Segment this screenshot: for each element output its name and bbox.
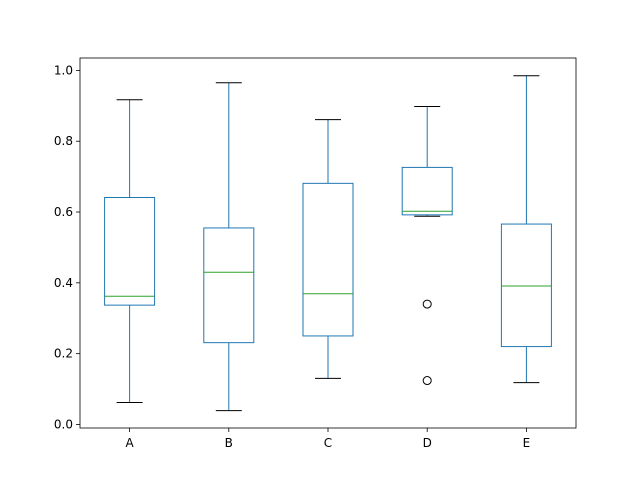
plot-frame xyxy=(79,57,577,429)
x-tick-label: E xyxy=(523,436,531,450)
y-tick-label: 0.4 xyxy=(54,276,73,290)
box-group-E xyxy=(500,75,552,384)
boxes-layer xyxy=(104,75,552,412)
box-iqr xyxy=(401,166,453,216)
x-axis: A B C D E xyxy=(125,428,530,450)
box-iqr xyxy=(302,182,354,337)
y-axis: 0.0 0.2 0.4 0.6 0.8 1.0 xyxy=(54,63,80,431)
y-tick-label: 0.2 xyxy=(54,347,73,361)
y-tick-label: 1.0 xyxy=(54,63,73,77)
box-iqr xyxy=(500,223,552,348)
box-group-C xyxy=(302,119,354,379)
outlier-point xyxy=(422,376,432,386)
box-group-A xyxy=(104,99,156,404)
box-group-D xyxy=(401,106,453,386)
box-group-B xyxy=(203,82,255,412)
y-tick-label: 0.6 xyxy=(54,205,73,219)
y-tick-label: 0.0 xyxy=(54,417,73,431)
x-tick-label: B xyxy=(225,436,233,450)
box-iqr xyxy=(104,197,156,306)
outlier-point xyxy=(422,299,432,309)
x-tick-label: A xyxy=(125,436,134,450)
x-tick-label: C xyxy=(324,436,332,450)
box-iqr xyxy=(203,227,255,344)
x-tick-label: D xyxy=(423,436,432,450)
y-tick-label: 0.8 xyxy=(54,134,73,148)
